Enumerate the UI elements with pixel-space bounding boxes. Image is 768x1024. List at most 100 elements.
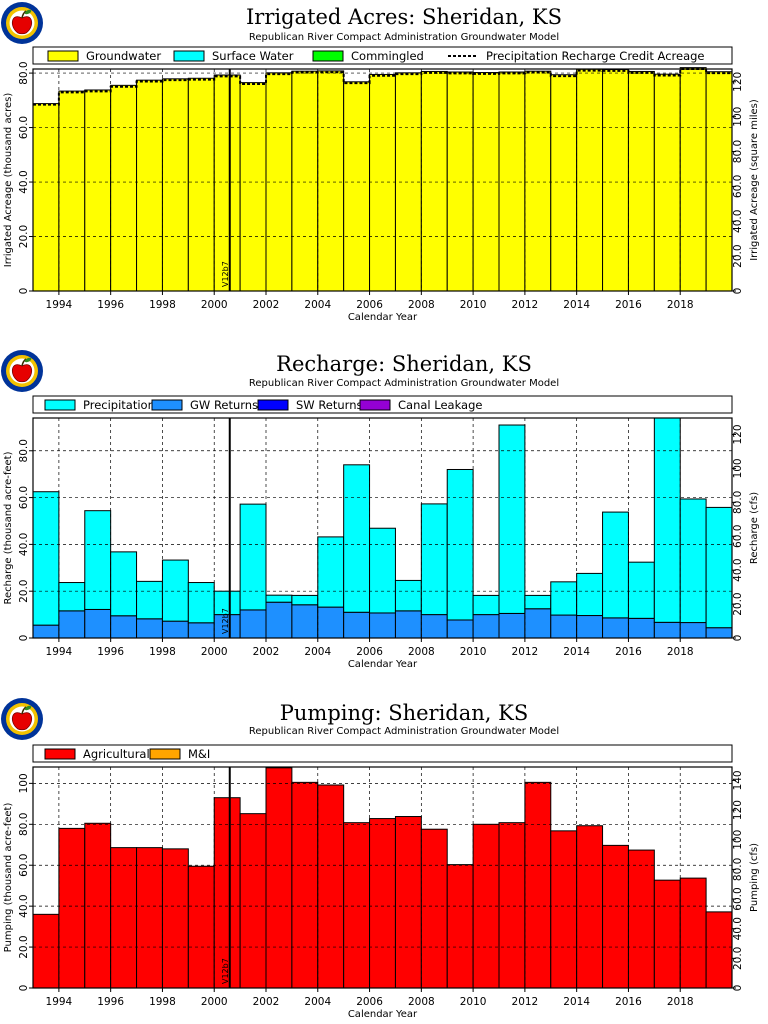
legend-swatch bbox=[312, 50, 344, 62]
legend-label: Precipitation Recharge Credit Acreage bbox=[486, 49, 705, 63]
bar-segment bbox=[58, 582, 86, 612]
bar-segment bbox=[110, 551, 138, 617]
bar-segment bbox=[446, 864, 474, 989]
y-right-tick-label: 120 bbox=[732, 424, 744, 444]
bar-segment bbox=[32, 491, 60, 626]
version-marker-label: V12b7 bbox=[221, 261, 230, 287]
y-tick-label: 20.0 bbox=[18, 935, 30, 958]
x-tick-label: 2016 bbox=[615, 646, 642, 658]
x-tick-label: 1996 bbox=[97, 646, 124, 658]
bar-segment bbox=[239, 82, 267, 292]
y-tick-label: 80.0 bbox=[18, 61, 30, 84]
y-tick-label: 80.0 bbox=[18, 813, 30, 836]
y-right-tick-label: 80.0 bbox=[732, 858, 744, 881]
x-tick-label: 1996 bbox=[97, 996, 124, 1008]
bar-segment bbox=[58, 610, 86, 639]
bar-segment bbox=[369, 527, 396, 614]
legend-swatch bbox=[359, 399, 391, 411]
bar-segment bbox=[239, 813, 267, 989]
legend-label: Groundwater bbox=[86, 49, 161, 63]
x-tick-label: 2006 bbox=[356, 646, 383, 658]
x-tick-label: 2006 bbox=[356, 996, 383, 1008]
legend-swatch bbox=[149, 748, 181, 760]
bar-segment bbox=[136, 618, 163, 639]
bar-segment bbox=[265, 601, 293, 639]
bar-segment bbox=[187, 622, 215, 639]
bar-segment bbox=[343, 822, 371, 989]
bar-segment bbox=[84, 608, 112, 639]
legend-label: Canal Leakage bbox=[398, 398, 482, 412]
chart-title: Pumping: Sheridan, KS bbox=[280, 701, 528, 725]
bar-segment bbox=[524, 70, 552, 292]
y-axis-label: Pumping (thousand acre-feet) bbox=[3, 803, 14, 953]
apple-logo-icon bbox=[1, 2, 43, 44]
y-tick-label: 20.0 bbox=[18, 225, 30, 248]
bar-segment bbox=[110, 615, 138, 639]
apple-logo-icon bbox=[1, 698, 43, 740]
x-axis-label: Calendar Year bbox=[348, 312, 418, 323]
x-tick-label: 1994 bbox=[46, 646, 73, 658]
bar-segment bbox=[317, 784, 345, 989]
plot-frame bbox=[32, 417, 733, 639]
x-tick-label: 2000 bbox=[201, 996, 228, 1008]
y-right-tick-label: 80.0 bbox=[732, 140, 744, 163]
bar-segment bbox=[394, 816, 422, 989]
bar-segment bbox=[420, 614, 448, 639]
legend-box bbox=[32, 744, 733, 763]
bar-segment bbox=[653, 621, 681, 639]
bar-segment bbox=[161, 848, 189, 989]
legend-label: GW Returns bbox=[190, 398, 258, 412]
bar-segment bbox=[420, 70, 448, 292]
y-right-tick-label: 120 bbox=[732, 72, 744, 92]
bar-segment bbox=[653, 73, 681, 292]
bar-segment bbox=[498, 71, 526, 292]
bar-segment bbox=[291, 781, 319, 989]
bar-segment bbox=[317, 536, 345, 608]
bar-segment bbox=[576, 615, 604, 639]
bar-segment bbox=[32, 624, 60, 639]
chart-title: Irrigated Acres: Sheridan, KS bbox=[246, 5, 562, 29]
bar-segment bbox=[627, 70, 655, 292]
y-right-tick-label: 100 bbox=[732, 458, 744, 478]
bar-segment bbox=[58, 827, 86, 989]
legend-box bbox=[32, 46, 733, 65]
y-right-tick-label: 20.0 bbox=[732, 947, 744, 970]
y-axis-label: Recharge (thousand acre-feet) bbox=[3, 451, 14, 604]
bar-segment bbox=[602, 69, 629, 292]
x-tick-label: 2008 bbox=[408, 299, 435, 311]
bar-segment bbox=[161, 559, 189, 622]
bar-segment bbox=[576, 572, 604, 617]
legend-swatch bbox=[173, 50, 205, 62]
y-tick-label: 0 bbox=[18, 635, 30, 642]
bar-segment bbox=[317, 606, 345, 639]
y-tick-label: 20.0 bbox=[18, 579, 30, 602]
x-tick-label: 2012 bbox=[512, 646, 539, 658]
bar-segment bbox=[472, 594, 500, 616]
x-tick-label: 2002 bbox=[253, 299, 280, 311]
x-tick-label: 1994 bbox=[46, 299, 73, 311]
bar-segment bbox=[446, 619, 474, 639]
x-tick-label: 2004 bbox=[304, 996, 331, 1008]
chart-title: Recharge: Sheridan, KS bbox=[276, 352, 532, 376]
x-tick-label: 2018 bbox=[667, 646, 694, 658]
bar-segment bbox=[187, 77, 215, 292]
x-tick-label: 1998 bbox=[149, 299, 176, 311]
legend-label: Commingled bbox=[351, 49, 424, 63]
bar-segment bbox=[627, 617, 655, 639]
legend-swatch bbox=[151, 399, 183, 411]
chart-subtitle: Republican River Compact Administration … bbox=[249, 32, 559, 43]
x-tick-label: 2008 bbox=[408, 996, 435, 1008]
x-tick-label: 1996 bbox=[97, 299, 124, 311]
bar-segment bbox=[110, 847, 138, 989]
legend-label: Surface Water bbox=[212, 49, 294, 63]
y-right-tick-label: 100 bbox=[732, 830, 744, 850]
chart-subtitle: Republican River Compact Administration … bbox=[249, 726, 559, 737]
legend-swatch bbox=[257, 399, 289, 411]
bar-segment bbox=[239, 503, 267, 611]
bar-segment bbox=[32, 103, 60, 292]
x-tick-label: 2008 bbox=[408, 646, 435, 658]
bar-segment bbox=[136, 79, 163, 292]
bar-segment bbox=[187, 865, 215, 989]
bar-segment bbox=[524, 608, 552, 639]
x-tick-label: 2010 bbox=[460, 996, 487, 1008]
